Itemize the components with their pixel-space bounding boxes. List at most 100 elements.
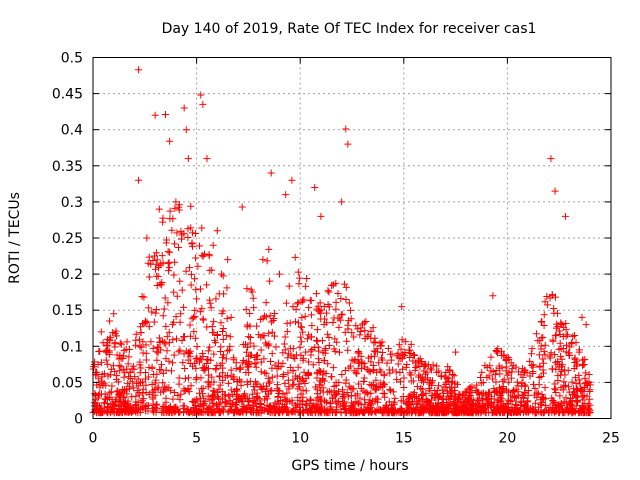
data-point [467, 384, 475, 392]
data-point [148, 364, 156, 372]
data-point [372, 376, 380, 384]
data-point [165, 264, 173, 272]
data-point [213, 389, 221, 397]
data-point-peak [452, 348, 460, 356]
data-point [383, 359, 391, 367]
data-point [320, 303, 328, 311]
data-point-peak [182, 126, 190, 134]
data-point [180, 333, 188, 341]
data-point [585, 371, 593, 379]
data-point [390, 400, 398, 408]
data-point [265, 340, 273, 348]
y-axis-label: ROTI / TECUs [7, 192, 23, 284]
data-point [345, 299, 353, 307]
data-point [315, 347, 323, 355]
data-point-peak [547, 155, 555, 163]
data-point [481, 400, 489, 408]
data-point [159, 259, 167, 267]
data-point [395, 341, 403, 349]
data-point [132, 392, 140, 400]
data-point [530, 406, 538, 414]
data-point [338, 394, 346, 402]
data-point [445, 374, 453, 382]
data-point [330, 345, 338, 353]
data-point [213, 330, 221, 338]
data-point [546, 354, 554, 362]
data-point [176, 318, 184, 326]
data-point [469, 402, 477, 410]
data-point [379, 383, 387, 391]
data-point [240, 391, 248, 399]
data-point [369, 361, 377, 369]
data-point [117, 363, 125, 371]
data-point [170, 288, 178, 296]
data-point [361, 327, 369, 335]
data-point [192, 355, 200, 363]
data-point [153, 281, 161, 289]
data-point [531, 385, 539, 393]
data-point [198, 408, 206, 416]
data-point [106, 337, 114, 345]
data-point [440, 383, 448, 391]
data-point [145, 323, 153, 331]
data-point [384, 345, 392, 353]
data-point [438, 386, 446, 394]
y-tick-label: 0.45 [52, 87, 83, 103]
data-point [313, 337, 321, 345]
data-point [325, 341, 333, 349]
data-point [469, 409, 477, 417]
data-point [577, 405, 585, 413]
data-point [162, 322, 170, 330]
data-point [296, 274, 304, 282]
data-point [514, 388, 522, 396]
data-point [284, 376, 292, 384]
data-point [538, 393, 546, 401]
data-point [297, 338, 305, 346]
data-point [421, 360, 429, 368]
data-point [174, 244, 182, 252]
data-point [333, 399, 341, 407]
data-point-peak [288, 176, 296, 184]
data-point [565, 400, 573, 408]
data-point [445, 394, 453, 402]
data-point [456, 407, 464, 415]
data-point [422, 361, 430, 369]
data-point [498, 387, 506, 395]
data-point [384, 409, 392, 417]
data-point [508, 368, 516, 376]
data-point [298, 313, 306, 321]
data-point [500, 376, 508, 384]
data-point [244, 398, 252, 406]
data-point [113, 332, 121, 340]
data-point [191, 306, 199, 314]
data-point [554, 322, 562, 330]
data-point [385, 398, 393, 406]
data-point [276, 397, 284, 405]
data-point [366, 398, 374, 406]
data-point [332, 408, 340, 416]
data-point [217, 347, 225, 355]
data-point [257, 333, 265, 341]
data-point [550, 385, 558, 393]
data-point [168, 226, 176, 234]
data-point [159, 369, 167, 377]
data-point [389, 388, 397, 396]
data-point [156, 366, 164, 374]
data-point [297, 351, 305, 359]
data-point [441, 373, 449, 381]
data-point [417, 384, 425, 392]
data-point [219, 354, 227, 362]
data-point [283, 389, 291, 397]
data-point [156, 280, 164, 288]
data-point [233, 385, 241, 393]
data-point [417, 408, 425, 416]
data-point [396, 409, 404, 417]
data-point [323, 407, 331, 415]
data-point [528, 361, 536, 369]
data-point [347, 315, 355, 323]
data-point [245, 395, 253, 403]
data-point [500, 352, 508, 360]
data-point [518, 382, 526, 390]
data-point [136, 342, 144, 350]
